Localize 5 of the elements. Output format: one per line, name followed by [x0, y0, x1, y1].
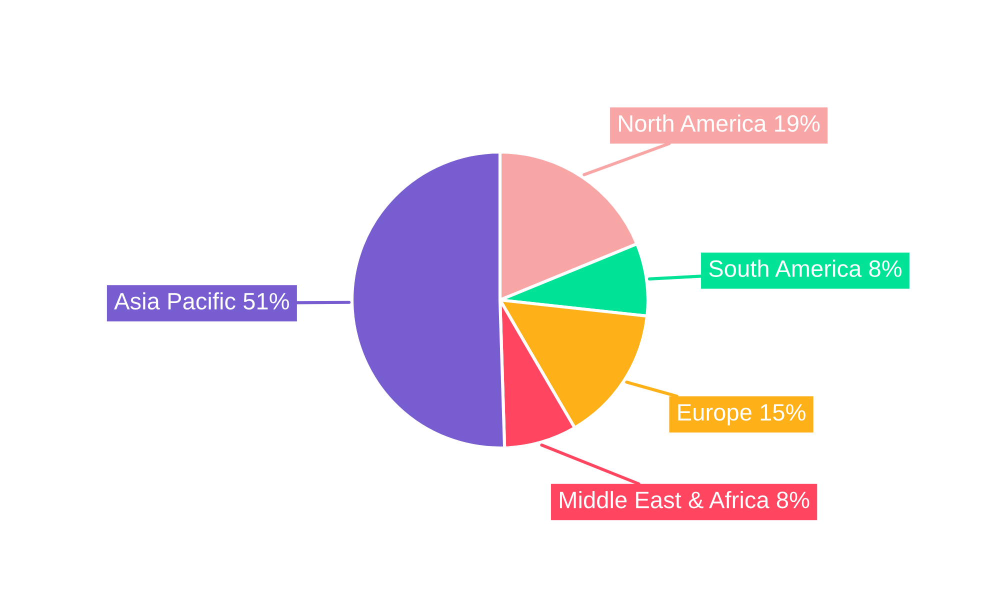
slice-label: South America 8% [709, 260, 902, 278]
slice-label: North America 19% [619, 114, 820, 132]
slice-label: Europe 15% [678, 404, 806, 426]
slice-label: Middle East & Africa 8% [560, 490, 810, 508]
slice-label: Asia Pacific 51% [114, 292, 290, 310]
